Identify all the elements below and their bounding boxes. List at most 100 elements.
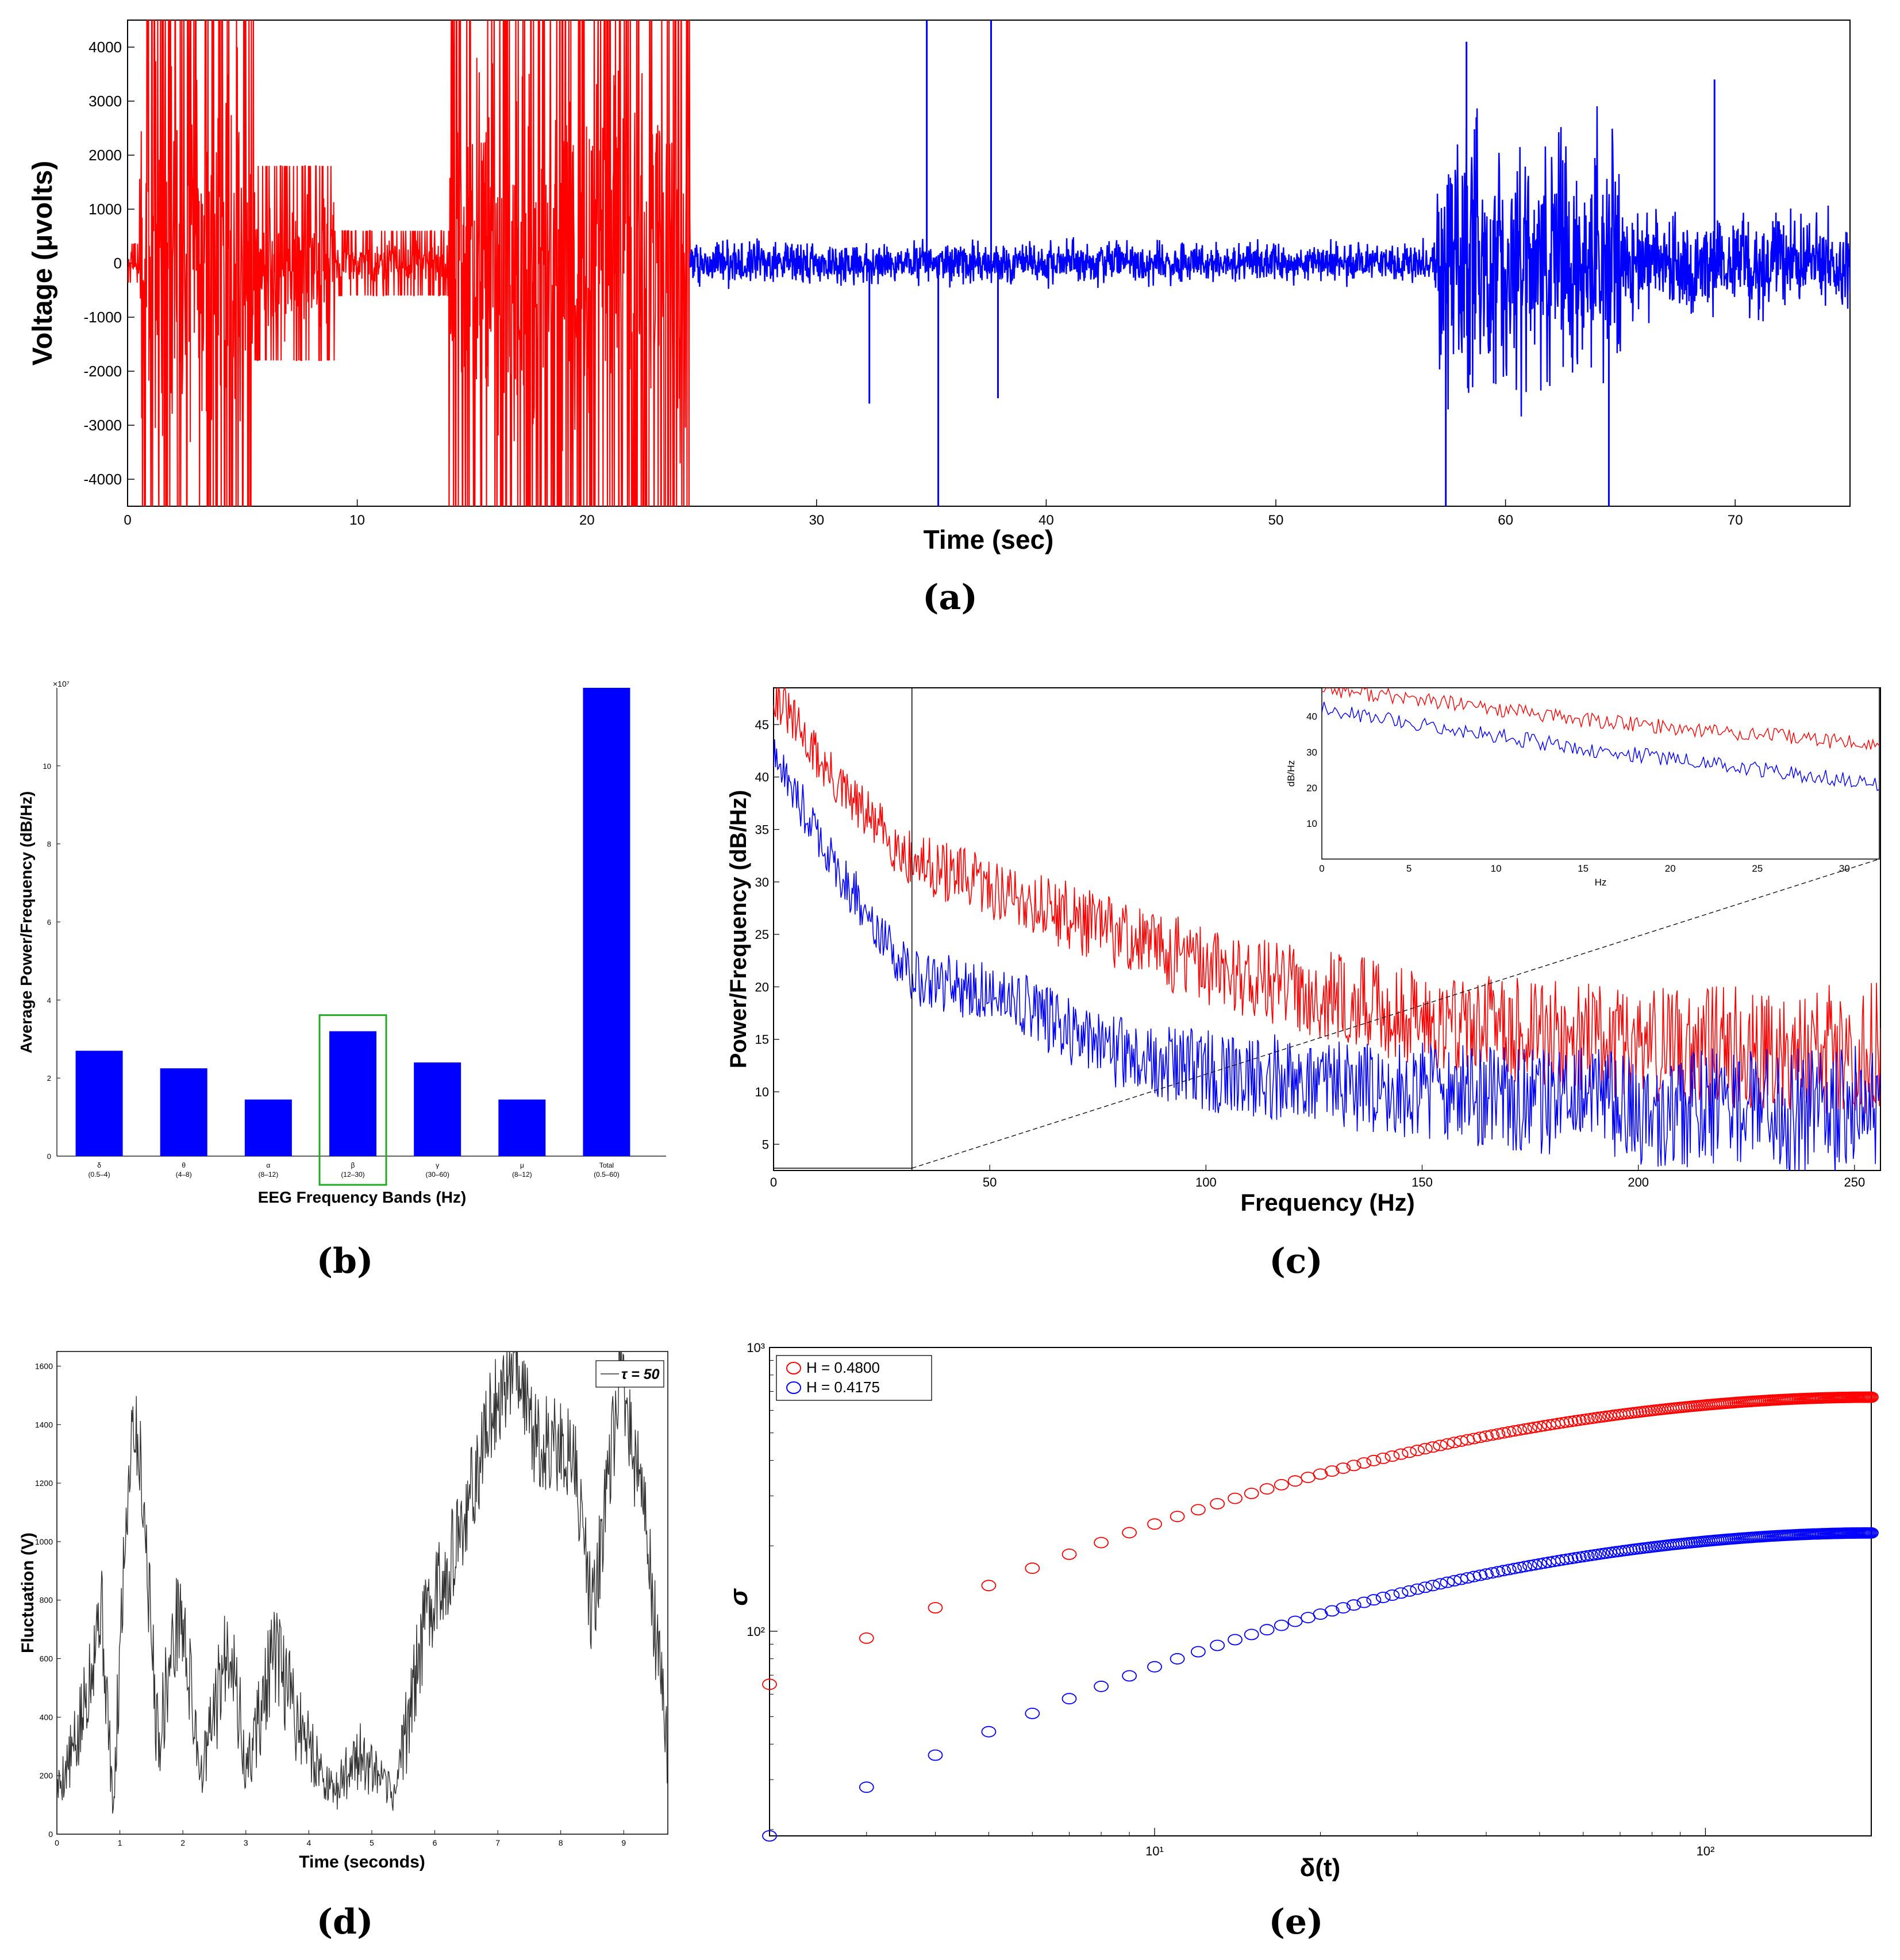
panel-b-ytick-label: 6 bbox=[47, 918, 51, 927]
panel-d-xtick-label: 9 bbox=[621, 1838, 626, 1847]
panel-e-ytick-label: 10³ bbox=[747, 1341, 765, 1355]
panel-e-marker-1 bbox=[1472, 1569, 1488, 1581]
panel-d-ytick-label: 0 bbox=[48, 1830, 53, 1839]
panel-c: 0 50 100 150 200 250 5 10 15 20 25 30 35 40 45 0 5 10 15 20… bbox=[726, 687, 1881, 1281]
panel-e-marker-0 bbox=[1228, 1492, 1243, 1504]
panel-b-xtick-label: θ bbox=[182, 1161, 186, 1169]
panel-c-xtick-label: 100 bbox=[1195, 1175, 1217, 1189]
panel-e-marker-0 bbox=[1507, 1425, 1522, 1437]
panel-e-marker-1 bbox=[1864, 1527, 1879, 1539]
panel-e-marker-0 bbox=[1440, 1438, 1455, 1450]
panel-e-marker-1 bbox=[1336, 1602, 1351, 1614]
panel-c-plot-area: 0 50 100 150 200 250 5 10 15 20 25 30 35 40 45 0 5 10 15 20… bbox=[755, 687, 1880, 1189]
panel-c-ytick-label: 20 bbox=[755, 980, 769, 994]
panel-b-highlight-box bbox=[318, 1014, 387, 1186]
panel-d-series-line bbox=[57, 1351, 668, 1814]
panel-e-marker-0 bbox=[1025, 1562, 1040, 1574]
panel-e-marker-0 bbox=[1346, 1460, 1361, 1472]
panel-e-marker-0 bbox=[1170, 1511, 1185, 1523]
panel-a-ytick-label: 1000 bbox=[89, 201, 122, 218]
panel-e-marker-1 bbox=[981, 1726, 997, 1738]
panel-e-marker-1 bbox=[1484, 1567, 1500, 1579]
panel-e-marker-0 bbox=[1287, 1475, 1303, 1487]
panel-e-marker-0 bbox=[1522, 1422, 1537, 1434]
panel-e-label: (e) bbox=[1269, 1902, 1324, 1942]
panel-c-ytick-label: 15 bbox=[755, 1033, 769, 1047]
panel-a-xtick-label: 60 bbox=[1498, 513, 1513, 528]
panel-e-marker-0 bbox=[1122, 1527, 1137, 1539]
panel-d-ytick-label: 1000 bbox=[35, 1537, 53, 1546]
panel-b-xtick-label: Total bbox=[599, 1161, 614, 1169]
panel-e-marker-0 bbox=[1484, 1429, 1500, 1441]
panel-e-marker-0 bbox=[1410, 1445, 1425, 1457]
panel-a-xtick-label: 10 bbox=[349, 513, 365, 528]
panel-e-marker-1 bbox=[1393, 1587, 1409, 1599]
panel-c-inset-ytick-label: 30 bbox=[1306, 747, 1317, 758]
panel-e-marker-0 bbox=[1061, 1548, 1077, 1560]
panel-d-xtick-label: 5 bbox=[370, 1838, 374, 1847]
panel-c-inset-frame bbox=[1321, 687, 1880, 860]
panel-a-xtick-label: 30 bbox=[809, 513, 824, 528]
panel-a-ytick-label: 3000 bbox=[89, 93, 122, 110]
panel-c-xtick-label: 150 bbox=[1411, 1175, 1433, 1189]
panel-a-ytick-label: 4000 bbox=[89, 38, 122, 56]
panel-a-series-line-1 bbox=[689, 106, 1850, 417]
panel-c-inset-xtick-label: 25 bbox=[1752, 863, 1763, 874]
panel-b-xlabel: EEG Frequency Bands (Hz) bbox=[258, 1188, 467, 1206]
panel-c-inset-xtick-label: 5 bbox=[1406, 863, 1411, 874]
panel-e-marker-1 bbox=[1402, 1585, 1417, 1597]
panel-b-xtick-range: (8–12) bbox=[512, 1170, 532, 1179]
panel-e-marker-1 bbox=[1356, 1596, 1372, 1608]
panel-e-marker-0 bbox=[1147, 1518, 1162, 1530]
panel-b-label: (b) bbox=[317, 1241, 374, 1281]
panel-b-bar bbox=[75, 1050, 123, 1156]
panel-b-ytick-label: 8 bbox=[47, 840, 51, 849]
panel-e-marker-0 bbox=[1094, 1537, 1109, 1549]
panel-e-legend-swatch bbox=[786, 1362, 801, 1374]
panel-e-marker-0 bbox=[1366, 1454, 1382, 1466]
panel-e-legend-swatch bbox=[786, 1381, 801, 1394]
panel-e-marker-0 bbox=[1393, 1448, 1409, 1460]
panel-d-series-group bbox=[57, 1351, 668, 1814]
panel-c-ytick-label: 45 bbox=[755, 718, 769, 732]
panel-b-bar bbox=[244, 1099, 292, 1156]
panel-a-ytick-label: 2000 bbox=[89, 147, 122, 164]
panel-a-xtick-label: 40 bbox=[1039, 513, 1054, 528]
panel-e-marker-0 bbox=[1496, 1427, 1511, 1439]
panel-a: 0 10 20 30 40 50 60 70 -4000 -3000 -2000 -1000 0 1000… bbox=[28, 20, 1851, 618]
panel-e-marker-0 bbox=[928, 1602, 943, 1614]
panel-c-inset-series-line-0 bbox=[1322, 688, 1879, 750]
panel-b-bar bbox=[498, 1099, 546, 1156]
panel-a-series-line-0 bbox=[128, 20, 691, 506]
panel-e-marker-1 bbox=[1122, 1670, 1137, 1682]
panel-e-xtick-label: 10² bbox=[1697, 1844, 1715, 1858]
panel-c-xtick-label: 0 bbox=[770, 1175, 777, 1189]
panel-b-xtick-range: (0.5–60) bbox=[594, 1170, 620, 1179]
panel-e-legend-box bbox=[776, 1355, 932, 1401]
panel-e-marker-0 bbox=[859, 1632, 874, 1644]
panel-d-ytick-label: 1400 bbox=[35, 1420, 53, 1429]
panel-e-marker-0 bbox=[1402, 1446, 1417, 1458]
panel-b-xtick-range: (8–12) bbox=[259, 1170, 279, 1179]
panel-c-inset-xtick-label: 20 bbox=[1665, 863, 1676, 874]
panel-c-xtick-label: 50 bbox=[983, 1175, 997, 1189]
panel-c-ylabel: Power/Frequency (dB/Hz) bbox=[726, 790, 751, 1069]
panel-e-marker-0 bbox=[1384, 1450, 1400, 1462]
panel-c-series-line-0 bbox=[774, 688, 1880, 1114]
panel-c-inset-xlabel: Hz bbox=[1595, 877, 1607, 888]
panel-d-xtick-label: 2 bbox=[180, 1838, 185, 1847]
panel-c-ytick-label: 25 bbox=[755, 927, 769, 942]
panel-b-xtick-label: γ bbox=[436, 1161, 439, 1169]
panel-c-ytick-label: 35 bbox=[755, 823, 769, 837]
panel-e-plot-area: 10¹ 10² 10² 10³ H = 0.4800 H = 0.4175 bbox=[747, 1341, 1879, 1858]
panel-e-marker-1 bbox=[1410, 1583, 1425, 1595]
panel-e-marker-1 bbox=[1274, 1619, 1289, 1631]
panel-e-marker-1 bbox=[1375, 1592, 1391, 1603]
panel-e-marker-1 bbox=[1324, 1605, 1340, 1617]
panel-e-marker-0 bbox=[1501, 1426, 1517, 1438]
panel-b-ytick-label: 4 bbox=[47, 996, 51, 1004]
panel-e-marker-1 bbox=[1025, 1707, 1040, 1719]
panel-e-marker-1 bbox=[1170, 1653, 1185, 1665]
panel-e-legend-text: H = 0.4175 bbox=[806, 1378, 880, 1396]
